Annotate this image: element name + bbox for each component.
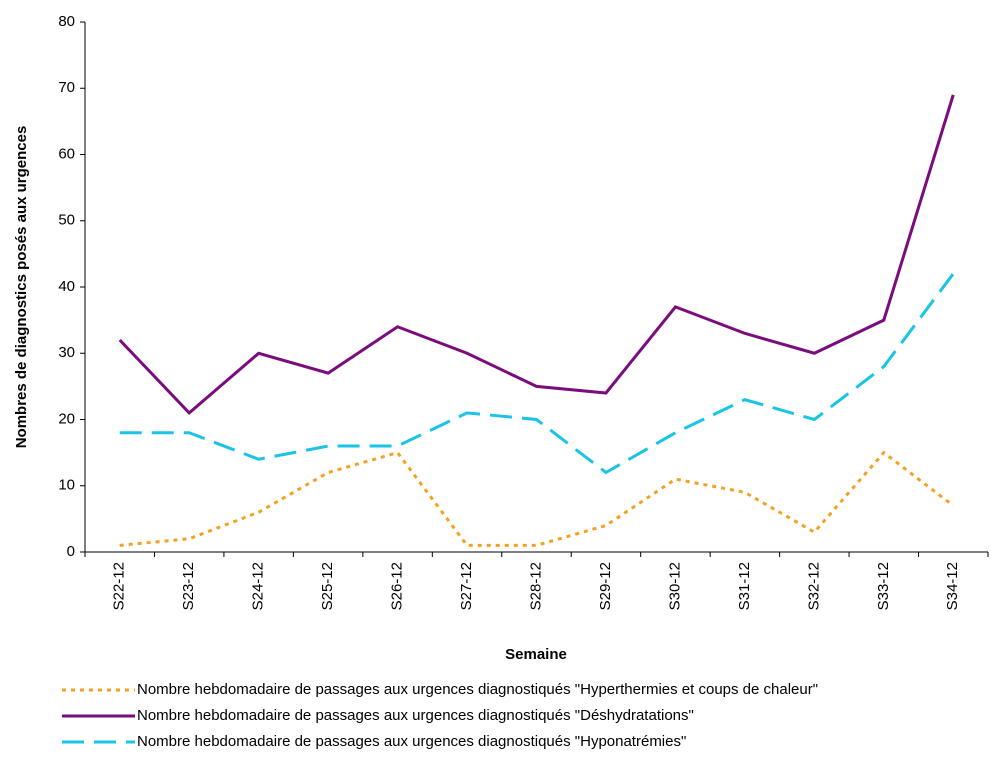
y-tick-label: 80 — [58, 13, 75, 30]
y-tick-label: 70 — [58, 79, 75, 96]
x-tick-label: S22-12 — [111, 562, 128, 610]
x-tick-label: S34-12 — [944, 562, 961, 610]
y-tick-label: 40 — [58, 278, 75, 295]
series-line — [118, 94, 955, 415]
x-axis-title: Semaine — [505, 646, 567, 663]
y-tick-label: 60 — [58, 145, 75, 162]
y-tick-label: 30 — [58, 344, 75, 361]
x-tick-label: S29-12 — [597, 562, 614, 610]
x-tick-label: S30-12 — [666, 562, 683, 610]
legend-label: Nombre hebdomadaire de passages aux urge… — [137, 707, 694, 724]
y-tick-label: 50 — [58, 212, 75, 229]
x-tick-label: S31-12 — [736, 562, 753, 610]
x-tick-label: S26-12 — [389, 562, 406, 610]
series-line — [119, 272, 955, 475]
x-tick-label: S25-12 — [319, 562, 336, 610]
y-tick-label: 10 — [58, 477, 75, 494]
y-axis-title: Nombres de diagnostics posés aux urgence… — [13, 126, 30, 449]
series-line — [119, 450, 955, 547]
x-tick-label: S24-12 — [250, 562, 267, 610]
legend-label: Nombre hebdomadaire de passages aux urge… — [137, 733, 686, 750]
x-tick-label: S23-12 — [180, 562, 197, 610]
x-tick-label: S32-12 — [805, 562, 822, 610]
legend-label: Nombre hebdomadaire de passages aux urge… — [137, 681, 818, 698]
y-tick-label: 20 — [58, 410, 75, 427]
x-tick-label: S28-12 — [527, 562, 544, 610]
x-tick-label: S27-12 — [458, 562, 475, 610]
y-tick-label: 0 — [67, 543, 75, 560]
x-tick-label: S33-12 — [875, 562, 892, 610]
